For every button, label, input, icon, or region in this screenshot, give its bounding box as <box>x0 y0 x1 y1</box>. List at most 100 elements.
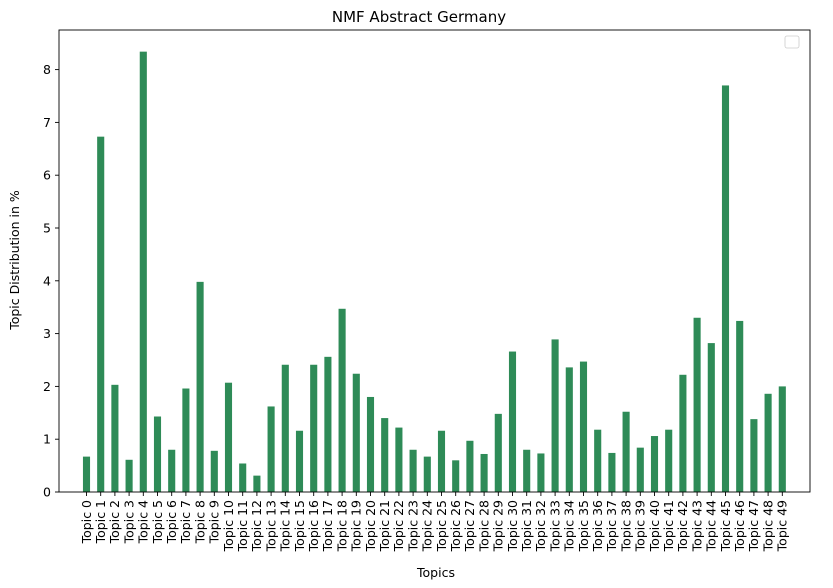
x-tick-label: Topic 44 <box>704 500 719 552</box>
x-tick-label: Topic 43 <box>689 500 704 552</box>
axes-frame <box>58 29 811 493</box>
x-tick-label: Topic 39 <box>633 500 648 552</box>
bar-topic-40 <box>650 436 659 492</box>
bar-topic-37 <box>608 452 616 492</box>
x-tick-label: Topic 23 <box>405 500 420 552</box>
x-tick-label: Topic 11 <box>235 500 250 552</box>
bar-topic-42 <box>679 374 687 492</box>
x-tick-label: Topic 28 <box>476 500 491 552</box>
x-tick-label: Topic 35 <box>576 500 591 552</box>
bar-topic-29 <box>494 413 502 492</box>
y-tick-label: 8 <box>43 62 51 77</box>
x-tick-label: Topic 37 <box>604 500 619 552</box>
bar-topic-41 <box>665 429 673 492</box>
bar-topic-12 <box>253 475 261 492</box>
x-tick-label: Topic 47 <box>746 500 761 552</box>
bar-topic-8 <box>196 281 204 492</box>
x-tick-label: Topic 38 <box>618 500 633 552</box>
bar-topic-44 <box>707 343 715 492</box>
bar-topic-48 <box>764 393 772 492</box>
x-tick-label: Topic 16 <box>306 500 321 552</box>
bar-topic-33 <box>551 339 559 492</box>
y-tick-label: 4 <box>43 273 51 288</box>
y-tick-label: 1 <box>43 432 51 447</box>
x-tick-label: Topic 18 <box>334 500 349 552</box>
bar-topic-34 <box>565 367 573 492</box>
x-tick-label: Topic 45 <box>718 500 733 552</box>
bar-topic-32 <box>537 453 545 492</box>
bar-topic-30 <box>508 351 517 492</box>
bar-topic-43 <box>693 317 701 492</box>
y-tick-label: 7 <box>43 115 51 130</box>
x-tick-label: Topic 20 <box>363 500 378 552</box>
bar-topic-47 <box>750 419 758 492</box>
y-tick-label: 3 <box>43 326 51 341</box>
bar-topic-49 <box>778 386 786 492</box>
bar-topic-45 <box>721 85 730 492</box>
bar-topic-28 <box>480 453 488 492</box>
x-tick-label: Topic 2 <box>107 500 122 544</box>
y-tick-label: 2 <box>43 379 51 394</box>
x-tick-label: Topic 7 <box>178 500 193 544</box>
bar-topic-10 <box>224 382 233 492</box>
x-tick-label: Topic 32 <box>533 500 548 552</box>
bar-topic-35 <box>579 361 588 492</box>
bar-topic-1 <box>97 136 105 492</box>
y-tick-label: 0 <box>43 485 51 500</box>
bar-topic-20 <box>366 396 375 492</box>
x-tick-label: Topic 25 <box>434 500 449 552</box>
bar-topic-24 <box>423 456 431 492</box>
bar-topic-19 <box>352 373 360 492</box>
bar-topic-25 <box>437 430 446 492</box>
bar-topic-15 <box>295 430 304 492</box>
x-tick-label: Topic 9 <box>207 500 222 544</box>
bar-topic-27 <box>466 440 474 492</box>
x-tick-label: Topic 30 <box>505 500 520 552</box>
y-axis-label: Topic Distribution in % <box>7 190 22 331</box>
x-tick-label: Topic 36 <box>590 500 605 552</box>
bar-topic-4 <box>139 51 147 493</box>
x-tick-label: Topic 27 <box>462 500 477 552</box>
bar-topic-0 <box>82 456 91 492</box>
x-tick-label: Topic 46 <box>732 500 747 552</box>
x-tick-label: Topic 4 <box>136 500 151 544</box>
x-tick-label: Topic 29 <box>491 500 506 552</box>
x-tick-label: Topic 34 <box>562 500 577 552</box>
bar-topic-2 <box>111 384 119 492</box>
x-tick-label: Topic 15 <box>292 500 307 552</box>
bar-topic-46 <box>736 320 744 492</box>
x-tick-label: Topic 48 <box>760 500 775 552</box>
x-tick-label: Topic 10 <box>221 500 236 552</box>
bar-topic-11 <box>239 463 247 492</box>
y-tick-label: 6 <box>43 168 51 183</box>
bar-topic-13 <box>267 406 275 492</box>
x-tick-label: Topic 49 <box>775 500 790 552</box>
bar-topic-21 <box>381 418 389 492</box>
chart-title: NMF Abstract Germany <box>332 8 506 26</box>
x-tick-label: Topic 26 <box>448 500 463 552</box>
bar-topic-16 <box>310 364 318 492</box>
x-tick-label: Topic 8 <box>192 500 207 544</box>
bar-topic-23 <box>409 449 417 492</box>
x-tick-label: Topic 3 <box>121 500 136 544</box>
bar-topic-18 <box>338 308 346 492</box>
bar-topic-39 <box>636 447 644 492</box>
bar-topic-31 <box>523 449 531 492</box>
x-tick-label: Topic 6 <box>164 500 179 544</box>
bar-topic-7 <box>182 388 190 492</box>
bar-topic-22 <box>395 427 403 492</box>
x-tick-label: Topic 33 <box>547 500 562 552</box>
x-tick-label: Topic 21 <box>377 500 392 552</box>
x-tick-label: Topic 24 <box>420 500 435 552</box>
y-tick-label: 5 <box>43 221 51 236</box>
x-tick-label: Topic 1 <box>93 500 108 544</box>
bar-topic-9 <box>210 450 218 492</box>
x-tick-label: Topic 5 <box>150 500 165 544</box>
bar-topic-36 <box>594 429 602 492</box>
x-tick-label: Topic 41 <box>661 500 676 552</box>
x-tick-label: Topic 12 <box>249 500 264 552</box>
x-tick-label: Topic 22 <box>391 500 406 552</box>
x-tick-label: Topic 17 <box>320 500 335 552</box>
